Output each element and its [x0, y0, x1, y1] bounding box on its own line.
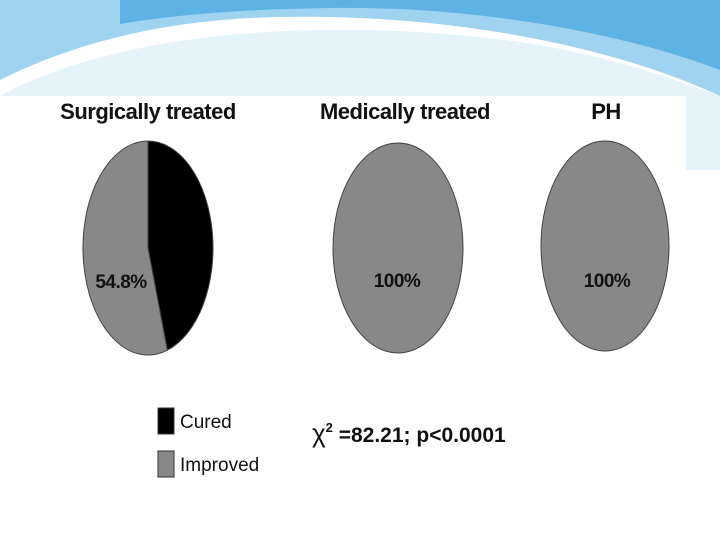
pie-slices: [332, 142, 464, 354]
legend-swatch-cured: [157, 407, 175, 435]
legend-label-cured: Cured: [180, 412, 232, 433]
legend: Cured Improved: [157, 407, 259, 478]
pie-label: 100%: [584, 271, 631, 292]
pie-slice-improved: [540, 140, 670, 352]
wave-highlight: [0, 29, 720, 170]
pie-title: Surgically treated: [60, 99, 236, 124]
pie-chart-ph: PH 100%: [540, 99, 670, 352]
pie-slices: [540, 140, 670, 352]
pie-chart-surgically-treated: Surgically treated 54.8%: [60, 99, 236, 356]
pie-slice-improved: [82, 140, 168, 356]
pie-slice-cured: [147, 140, 214, 351]
legend-swatch-improved: [157, 450, 175, 478]
legend-label-improved: Improved: [180, 455, 259, 476]
chi-symbol: χ: [312, 418, 326, 448]
statistic-text: =82.21; p<0.0001: [333, 424, 506, 447]
legend-item-cured: Cured: [157, 407, 232, 435]
pie-label: 54.8%: [95, 272, 147, 293]
pie-title: PH: [591, 99, 621, 124]
pie-chart-medically-treated: Medically treated 100%: [320, 99, 491, 354]
wave-front: [120, 0, 720, 70]
pie-slices: [82, 140, 214, 356]
wave-back: [0, 0, 720, 96]
chi-superscript: 2: [326, 420, 333, 435]
chi-square-statistic: χ2 =82.21; p<0.0001: [312, 418, 506, 448]
pie-slice-improved: [332, 142, 464, 354]
pie-title: Medically treated: [320, 99, 490, 124]
legend-item-improved: Improved: [157, 450, 259, 478]
pie-label: 100%: [374, 271, 421, 292]
